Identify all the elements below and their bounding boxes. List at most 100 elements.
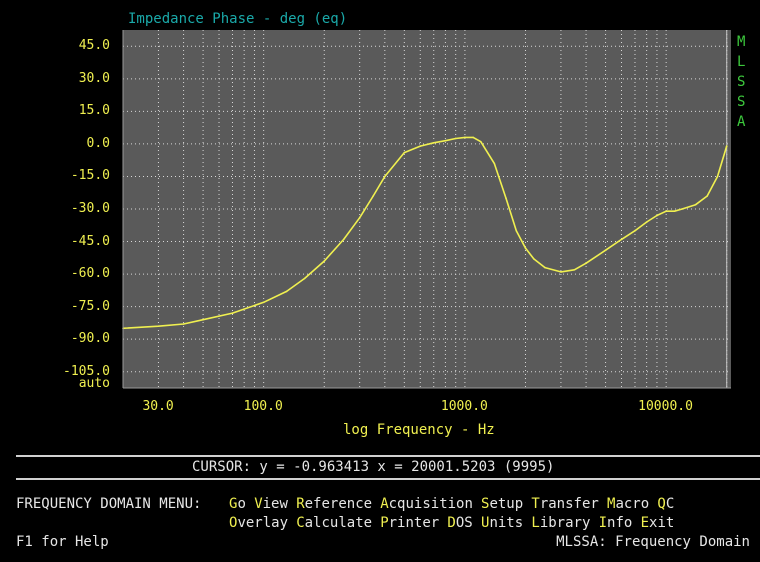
data-point: [472, 136, 475, 139]
data-point: [480, 140, 482, 143]
x-tick-label: 1000.0: [440, 399, 488, 414]
menu-item-info[interactable]: Info: [599, 515, 633, 531]
menu-hotkey: Q: [657, 496, 666, 512]
data-point: [182, 323, 185, 325]
menu-item-go[interactable]: Go: [229, 496, 246, 512]
data-point: [157, 325, 160, 327]
menu-item-transfer[interactable]: Transfer: [531, 496, 598, 512]
menu-item-units[interactable]: Units: [481, 515, 523, 531]
x-tick-label: 100.0: [243, 399, 283, 414]
menu-hotkey: O: [229, 515, 238, 531]
menu-item-label: OS: [455, 515, 473, 531]
data-point: [560, 271, 562, 273]
data-point: [493, 162, 496, 165]
menu-item-dos[interactable]: DOS: [447, 515, 472, 531]
menu-item-acquisition[interactable]: Acquisition: [380, 496, 473, 512]
data-point: [706, 195, 709, 197]
y-tick-label: -45.0: [70, 233, 110, 249]
impedance-phase-chart: [122, 30, 731, 389]
data-point: [665, 210, 667, 212]
side-letter: M: [737, 34, 746, 50]
data-point: [358, 216, 361, 219]
y-tick-label: -60.0: [70, 266, 110, 282]
menu-item-macro[interactable]: Macro: [607, 496, 649, 512]
menu-hotkey: R: [296, 496, 305, 512]
menu-item-view[interactable]: View: [254, 496, 288, 512]
menu-hotkey: L: [531, 515, 540, 531]
menu-item-overlay[interactable]: Overlay: [229, 515, 288, 531]
x-axis-label: log Frequency - Hz: [343, 422, 495, 438]
data-point: [342, 238, 345, 241]
menu-item-exit[interactable]: Exit: [641, 515, 675, 531]
menu-hotkey: V: [254, 496, 263, 512]
data-point: [432, 142, 435, 144]
data-point: [524, 247, 527, 249]
menu-hotkey: U: [481, 515, 490, 531]
curve-layer: [122, 136, 728, 330]
data-point: [585, 262, 587, 265]
menu-hotkey: T: [531, 496, 540, 512]
impedance-phase-curve: [122, 136, 728, 330]
data-point: [202, 318, 204, 321]
data-point: [323, 260, 326, 262]
menu-item-label: cquisition: [388, 496, 473, 512]
x-tick-label: 10000.0: [638, 399, 693, 414]
menu-item-label: ransfer: [539, 496, 599, 512]
side-letter: L: [737, 54, 746, 70]
data-point: [372, 195, 374, 197]
menu-item-setup[interactable]: Setup: [481, 496, 523, 512]
y-tick-label: auto: [78, 376, 110, 391]
menu-hotkey: I: [598, 515, 608, 531]
y-tick-label: 15.0: [78, 103, 110, 119]
menu-hotkey: G: [229, 496, 238, 512]
menu-item-printer[interactable]: Printer: [380, 515, 439, 531]
data-point: [533, 258, 535, 260]
data-point: [620, 238, 623, 241]
data-point: [231, 312, 234, 314]
data-point: [681, 208, 683, 210]
side-letter: A: [737, 114, 746, 130]
menu-hotkey: A: [380, 496, 389, 512]
menu-hotkey: E: [640, 515, 650, 531]
help-hint: F1 for Help: [16, 534, 109, 550]
menu-item-calculate[interactable]: Calculate: [296, 515, 372, 531]
menu-item-label: acro: [615, 496, 650, 512]
data-point: [384, 175, 386, 178]
menu-hotkey: P: [380, 515, 389, 531]
data-point: [454, 137, 457, 140]
menu-item-label: etup: [489, 496, 524, 512]
y-tick-label: -105.0: [63, 363, 110, 379]
data-point: [725, 145, 728, 147]
menu-item-label: verlay: [237, 515, 289, 531]
menu-item-label: nfo: [607, 515, 633, 531]
data-point: [573, 268, 576, 271]
menu-item-qc[interactable]: QC: [657, 496, 674, 512]
data-point: [716, 175, 719, 178]
data-point: [544, 266, 546, 269]
y-tick-label: -75.0: [70, 298, 110, 314]
data-point: [419, 145, 422, 147]
y-tick-label: 30.0: [78, 70, 110, 86]
cursor-divider-bottom: [16, 478, 760, 480]
y-tick-label: -15.0: [70, 168, 110, 184]
data-point: [285, 290, 288, 293]
data-point: [694, 203, 697, 206]
menu-hotkey: M: [607, 496, 616, 512]
y-tick-label: -90.0: [70, 331, 110, 347]
menu-item-label: rinter: [388, 515, 440, 531]
data-point: [303, 277, 306, 280]
menu-hotkey: C: [296, 515, 305, 531]
menu-item-label: eference: [304, 496, 373, 512]
menu-item-reference[interactable]: Reference: [296, 496, 372, 512]
x-tick-label: 30.0: [142, 399, 174, 414]
side-letter: S: [737, 94, 746, 110]
menu-item-label: C: [665, 496, 675, 512]
y-tick-label: -30.0: [70, 201, 110, 216]
menu-item-library[interactable]: Library: [531, 515, 590, 531]
menu-item-label: ibrary: [539, 515, 591, 531]
menu-item-label: iew: [262, 496, 288, 512]
data-point: [515, 229, 518, 232]
data-point: [403, 151, 406, 154]
data-point: [444, 139, 447, 142]
cursor-readout: CURSOR: y = -0.963413 x = 20001.5203 (99…: [192, 459, 555, 475]
